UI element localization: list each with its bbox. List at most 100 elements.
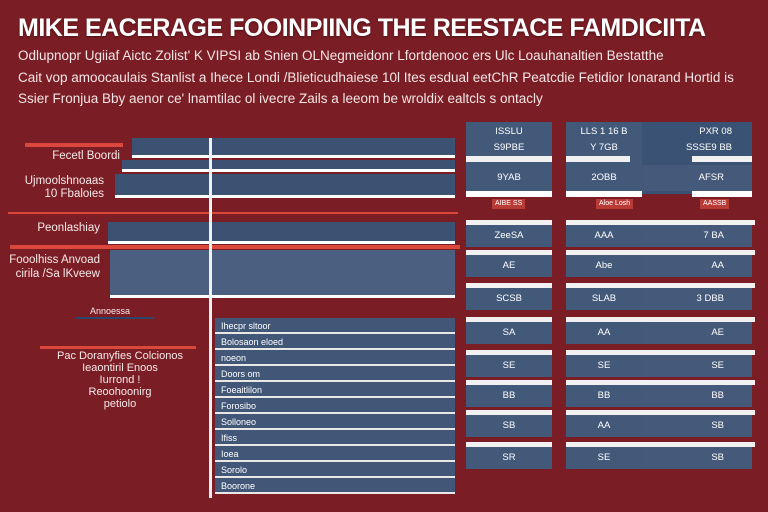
cell-bg xyxy=(642,415,752,437)
table-cell[interactable]: SE xyxy=(502,360,516,371)
subtitle-line: Cait vop amoocaulais Stanlist a Ihece Lo… xyxy=(18,70,734,85)
table-cell[interactable]: AE xyxy=(711,327,724,338)
table-row[interactable]: noeon xyxy=(215,350,455,366)
cell-bg xyxy=(566,447,642,469)
label: Ujmoolshnoaas xyxy=(24,175,104,187)
stripe xyxy=(692,191,752,197)
table-cell[interactable]: BB xyxy=(502,390,516,401)
row-label: Foeaitlilon xyxy=(221,385,263,395)
table-cell[interactable]: AFSR xyxy=(698,172,724,183)
stripe xyxy=(566,350,755,355)
cell-bg xyxy=(642,385,752,407)
table-row[interactable]: Ihecpr sltoor xyxy=(215,318,455,334)
row-label: noeon xyxy=(221,353,247,363)
column-header[interactable]: LLS 1 16 B xyxy=(580,126,628,137)
label: Annoessa xyxy=(90,306,131,316)
table-row[interactable]: Ifiss xyxy=(215,430,455,446)
table-cell[interactable]: SB xyxy=(502,420,516,431)
cell-bg xyxy=(466,447,552,469)
table-row[interactable]: Forosibo xyxy=(215,398,455,414)
stripe xyxy=(466,156,552,162)
bar xyxy=(108,222,455,244)
cell-bg xyxy=(642,322,752,344)
table-cell[interactable]: SE xyxy=(597,360,611,371)
cell-bg xyxy=(566,415,642,437)
column-header[interactable]: ISSLU xyxy=(495,126,523,137)
stripe xyxy=(466,283,552,288)
bar xyxy=(122,160,455,172)
cell-bg xyxy=(466,165,552,191)
stripe xyxy=(566,283,755,288)
cell-bg xyxy=(466,225,552,247)
table-cell[interactable]: 7 BA xyxy=(703,230,724,241)
row-label: Sorolo xyxy=(221,465,248,475)
cell-bg xyxy=(466,385,552,407)
bar xyxy=(115,174,455,198)
label: Ieaontiril Enoos xyxy=(82,362,158,374)
table-cell[interactable]: ZeeSA xyxy=(494,230,524,241)
table-row[interactable]: Bolosaon eloed xyxy=(215,334,455,350)
stripe xyxy=(566,250,755,255)
tag: AASSB xyxy=(700,199,730,209)
subheader: SSSE9 BB xyxy=(686,142,732,153)
table-row[interactable]: Sorolo xyxy=(215,462,455,478)
stripe xyxy=(466,250,552,255)
table-cell[interactable]: AE xyxy=(502,260,516,271)
label: Peonlashiay xyxy=(37,222,100,234)
table-cell[interactable]: AA xyxy=(597,420,611,431)
tag: Aloe Losh xyxy=(596,199,634,209)
table-cell[interactable]: SA xyxy=(502,327,516,338)
cell-bg xyxy=(566,288,642,310)
table-row[interactable]: Ioea xyxy=(215,446,455,462)
cell-bg xyxy=(566,355,642,377)
divider xyxy=(8,212,458,214)
table-cell[interactable]: SB xyxy=(711,452,724,463)
table-cell[interactable]: SR xyxy=(502,452,516,463)
table-cell[interactable]: Abe xyxy=(595,260,613,271)
table-cell[interactable]: AA xyxy=(711,260,724,271)
table-cell[interactable]: SE xyxy=(597,452,611,463)
table-cell[interactable]: 2OBB xyxy=(591,172,617,183)
table-cell[interactable]: SB xyxy=(711,420,724,431)
divider xyxy=(25,143,123,147)
label: cirila /Sa lKveew xyxy=(15,268,100,280)
column-header[interactable]: PXR 08 xyxy=(699,126,732,137)
cell-bg xyxy=(466,415,552,437)
cell-bg xyxy=(466,322,552,344)
cell-bg xyxy=(566,385,642,407)
divider xyxy=(10,245,460,249)
table-row[interactable]: Foeaitlilon xyxy=(215,382,455,398)
table-cell[interactable]: SE xyxy=(711,360,724,371)
tag: AIBE SS xyxy=(492,199,526,209)
table-row[interactable]: Solloneo xyxy=(215,414,455,430)
table-cell[interactable]: 3 DBB xyxy=(696,293,724,304)
table-row[interactable]: Doors om xyxy=(215,366,455,382)
table-cell[interactable]: 9YAB xyxy=(497,172,521,183)
page-title: MIKE EACERAGE FOOINPIING THE REESTACE FA… xyxy=(18,14,706,42)
stripe xyxy=(692,156,752,162)
label: petiolo xyxy=(103,398,137,410)
table-cell[interactable]: AAA xyxy=(594,230,614,241)
table-cell[interactable]: SCSB xyxy=(496,293,522,304)
table-cell[interactable]: BB xyxy=(597,390,611,401)
stripe xyxy=(566,220,755,225)
subheader: Y 7GB xyxy=(590,142,618,153)
row-label: Solloneo xyxy=(221,417,257,427)
divider xyxy=(76,317,154,319)
label-block: Pac Doranyfies Colcionos Ieaontiril Enoo… xyxy=(30,350,210,410)
stripe xyxy=(566,317,755,322)
stripe xyxy=(566,410,755,415)
label: Pac Doranyfies Colcionos xyxy=(57,350,183,362)
table-cell[interactable]: BB xyxy=(711,390,724,401)
cell-bg xyxy=(466,255,552,277)
cell-bg xyxy=(466,355,552,377)
cell-bg xyxy=(642,447,752,469)
divider xyxy=(40,346,196,349)
label: Iurrond ! xyxy=(99,374,141,386)
stripe xyxy=(466,191,552,197)
table-cell[interactable]: SLAB xyxy=(591,293,617,304)
row-label: Ihecpr sltoor xyxy=(221,321,271,331)
table-row[interactable]: Boorone xyxy=(215,478,455,494)
stripe xyxy=(466,317,552,322)
table-cell[interactable]: AA xyxy=(597,327,611,338)
